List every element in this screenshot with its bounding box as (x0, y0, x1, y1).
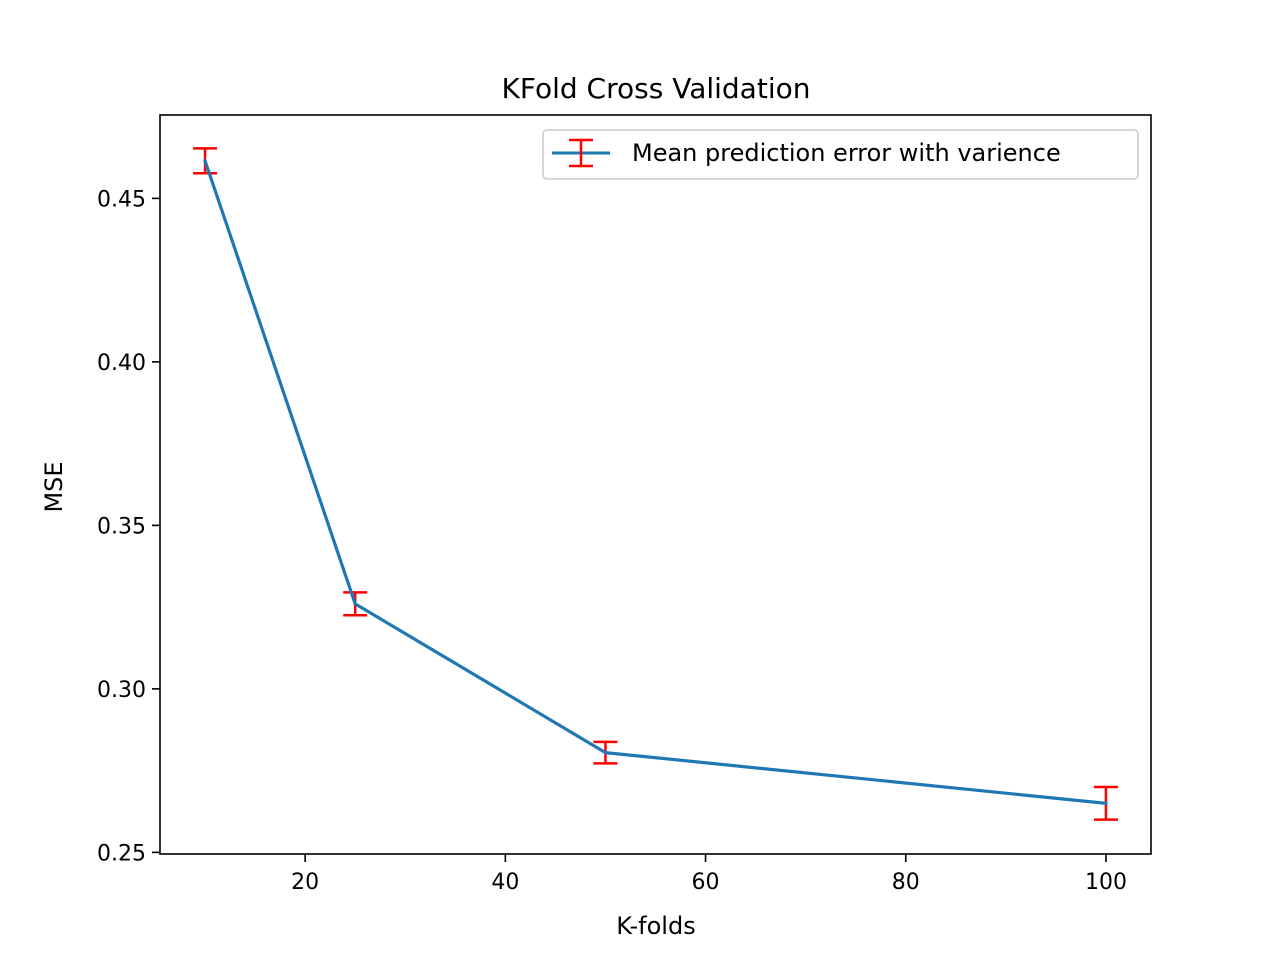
series-line (203, 158, 1108, 806)
x-axis-label: K-folds (616, 912, 695, 940)
x-tick-label: 60 (692, 870, 720, 895)
y-tick-label: 0.45 (97, 187, 146, 212)
chart-title: KFold Cross Validation (502, 72, 811, 105)
x-tick-label: 80 (892, 870, 920, 895)
y-tick-label: 0.30 (97, 678, 146, 703)
plot-frame (159, 114, 1152, 855)
x-tick-label: 100 (1085, 870, 1127, 895)
y-axis-label: MSE (40, 461, 68, 512)
x-tick-label: 40 (491, 870, 519, 895)
axis-ticks: 20 40 60 80 100 0.25 0.30 0.35 0.40 0.45 (97, 187, 1127, 895)
y-tick-label: 0.25 (97, 841, 146, 866)
y-tick-label: 0.40 (97, 351, 146, 376)
legend: Mean prediction error with varience (542, 129, 1139, 180)
y-tick-label: 0.35 (97, 514, 146, 539)
x-tick-label: 20 (291, 870, 319, 895)
legend-entry-label: Mean prediction error with varience (632, 139, 1061, 167)
legend-box (542, 129, 1139, 180)
series-line-layer (203, 158, 1108, 806)
